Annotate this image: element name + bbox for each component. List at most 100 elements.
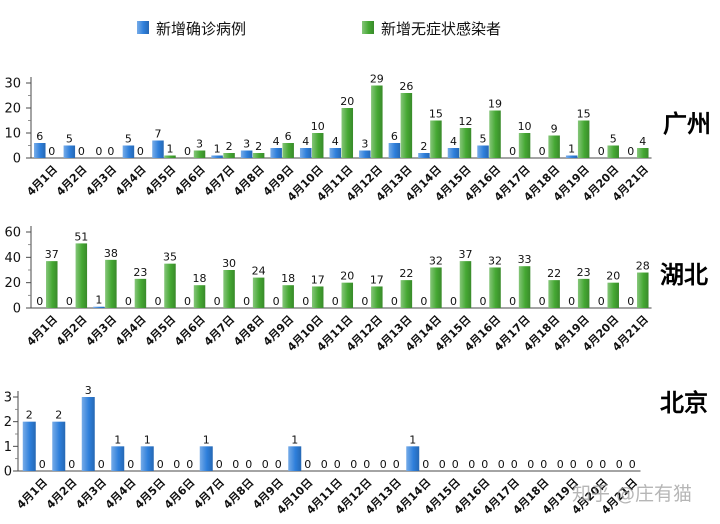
legend-item-new-asymptomatic: 新增无症状感染者 <box>362 20 501 38</box>
data-label-new-asymptomatic: 0 <box>393 458 400 471</box>
bar-new-asymptomatic <box>459 128 472 158</box>
y-tick-label: 2 <box>4 415 12 430</box>
x-tick-label: 4月8日 <box>221 476 257 512</box>
bar-new-confirmed <box>447 148 460 158</box>
data-label-new-confirmed: 0 <box>232 458 239 471</box>
watermark-text: 知乎 @庄有猫 <box>572 483 692 505</box>
x-tick-label: 4月3日 <box>83 163 119 199</box>
bar-new-confirmed <box>81 397 95 471</box>
bar-new-asymptomatic <box>193 285 206 308</box>
data-label-new-asymptomatic: 0 <box>452 458 459 471</box>
x-tick-label: 4月1日 <box>24 163 60 199</box>
bar-new-asymptomatic <box>400 93 413 158</box>
data-label-new-asymptomatic: 6 <box>285 130 292 143</box>
bar-new-confirmed <box>63 145 76 158</box>
x-tick-label: 4月8日 <box>231 313 267 349</box>
data-label-new-confirmed: 0 <box>627 145 634 158</box>
bar-new-confirmed <box>152 140 164 158</box>
data-label-new-confirmed: 0 <box>420 295 427 308</box>
x-tick-label: 4月5日 <box>143 313 179 349</box>
bar-new-asymptomatic <box>489 110 501 158</box>
bar-new-asymptomatic <box>548 280 560 308</box>
chart-title-guangzhou: 广州 <box>663 110 711 138</box>
data-label-new-asymptomatic: 0 <box>137 145 144 158</box>
bar-new-asymptomatic <box>105 259 117 308</box>
data-label-new-confirmed: 4 <box>450 135 457 148</box>
data-label-new-confirmed: 3 <box>361 138 368 151</box>
data-label-new-asymptomatic: 5 <box>610 133 617 146</box>
bar-new-asymptomatic <box>371 85 383 158</box>
data-label-new-confirmed: 2 <box>26 409 33 422</box>
data-label-new-confirmed: 0 <box>598 295 605 308</box>
data-label-new-confirmed: 0 <box>361 295 368 308</box>
data-label-new-confirmed: 0 <box>154 295 161 308</box>
data-label-new-asymptomatic: 26 <box>399 80 413 93</box>
data-label-new-asymptomatic: 0 <box>68 458 75 471</box>
data-label-new-confirmed: 1 <box>214 143 221 156</box>
data-label-new-confirmed: 0 <box>627 295 634 308</box>
legend-item-new-confirmed: 新增确诊病例 <box>137 20 246 38</box>
y-tick-label: 30 <box>4 77 21 92</box>
data-label-new-asymptomatic: 0 <box>48 145 55 158</box>
bar-new-asymptomatic <box>489 267 501 308</box>
data-label-new-confirmed: 2 <box>55 409 62 422</box>
bar-new-asymptomatic <box>164 263 176 308</box>
x-tick-label: 4月2日 <box>54 313 90 349</box>
chart-title-beijing: 北京 <box>660 389 708 417</box>
x-tick-label: 4月5日 <box>132 476 168 512</box>
bar-new-confirmed <box>240 150 253 158</box>
bar-new-asymptomatic <box>430 267 442 308</box>
bar-new-confirmed <box>565 155 578 158</box>
data-label-new-asymptomatic: 0 <box>216 458 223 471</box>
data-label-new-asymptomatic: 0 <box>98 458 105 471</box>
data-label-new-confirmed: 0 <box>36 295 43 308</box>
data-label-new-asymptomatic: 32 <box>429 254 443 267</box>
data-label-new-asymptomatic: 2 <box>226 140 233 153</box>
chart-panel-2: 02040600374月1日0514月2日1384月3日0234月4日0354月… <box>4 226 652 354</box>
data-label-new-asymptomatic: 37 <box>45 248 59 261</box>
data-label-new-asymptomatic: 2 <box>255 140 262 153</box>
data-label-new-confirmed: 0 <box>302 295 309 308</box>
bar-new-asymptomatic <box>193 150 206 158</box>
bar-new-confirmed <box>211 155 223 158</box>
bar-new-asymptomatic <box>607 282 619 308</box>
bar-new-asymptomatic <box>430 120 442 158</box>
legend: 新增确诊病例 新增无症状感染者 <box>137 20 501 38</box>
data-label-new-asymptomatic: 30 <box>222 257 236 270</box>
data-label-new-asymptomatic: 51 <box>74 230 88 243</box>
bar-new-asymptomatic <box>164 155 176 158</box>
data-label-new-asymptomatic: 4 <box>639 135 646 148</box>
bar-new-confirmed <box>359 150 371 158</box>
bar-new-asymptomatic <box>341 108 354 158</box>
data-label-new-asymptomatic: 1 <box>166 143 173 156</box>
bar-new-confirmed <box>52 421 66 471</box>
bar-new-confirmed <box>418 153 430 158</box>
bar-new-asymptomatic <box>577 278 590 308</box>
bar-new-asymptomatic <box>637 148 649 158</box>
bar-new-confirmed <box>388 143 401 158</box>
data-label-new-asymptomatic: 0 <box>245 458 252 471</box>
y-tick-label: 3 <box>4 391 12 406</box>
bar-new-confirmed <box>477 145 489 158</box>
bar-new-asymptomatic <box>223 270 235 308</box>
bar-new-confirmed <box>140 446 154 471</box>
x-tick-label: 4月4日 <box>113 313 149 349</box>
data-label-new-asymptomatic: 17 <box>311 273 325 286</box>
data-label-new-confirmed: 3 <box>85 384 92 397</box>
data-label-new-confirmed: 1 <box>95 294 102 307</box>
data-label-new-confirmed: 4 <box>273 135 280 148</box>
data-label-new-confirmed: 0 <box>391 295 398 308</box>
data-label-new-confirmed: 0 <box>332 295 339 308</box>
data-label-new-confirmed: 2 <box>420 140 427 153</box>
data-label-new-asymptomatic: 15 <box>429 108 443 121</box>
bar-new-asymptomatic <box>577 120 590 158</box>
bar-new-confirmed <box>34 143 46 158</box>
legend-swatch-new-asymptomatic <box>362 21 374 34</box>
bar-new-asymptomatic <box>223 153 235 158</box>
bar-new-confirmed <box>93 306 105 308</box>
y-tick-label: 1 <box>4 440 12 455</box>
x-tick-label: 4月8日 <box>231 163 267 199</box>
